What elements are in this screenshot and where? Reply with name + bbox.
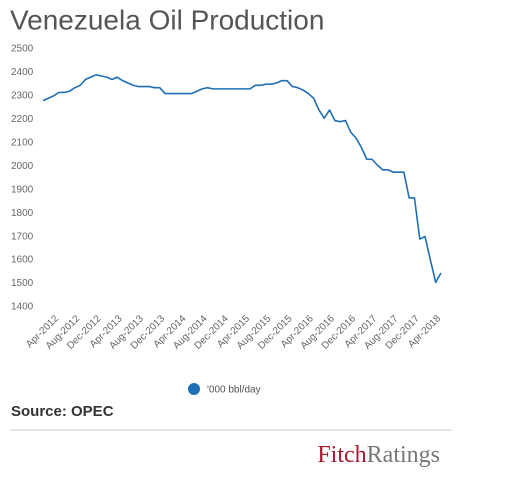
y-tick-label: 2000: [11, 161, 34, 172]
chart-title: Venezuela Oil Production: [10, 4, 324, 35]
legend-label: '000 bbl/day: [207, 385, 261, 396]
y-tick-label: 2400: [11, 67, 34, 78]
y-tick-label: 2100: [11, 137, 34, 148]
line: [42, 74, 442, 284]
legend-marker: [188, 383, 200, 395]
y-tick-label: 1700: [11, 231, 34, 242]
y-tick-label: 2200: [11, 114, 34, 125]
y-tick-label: 1400: [11, 302, 34, 313]
y-tick-label: 1800: [11, 208, 34, 219]
y-tick-label: 1600: [11, 255, 34, 266]
source: Source: OPEC: [11, 403, 114, 420]
y-tick-label: 1900: [11, 184, 34, 195]
y-tick-label: 1500: [11, 278, 34, 289]
y-tick-label: 2500: [11, 44, 34, 55]
logo-part: Fitch: [317, 442, 366, 468]
logo-part: Ratings: [367, 442, 440, 468]
y-tick-label: 2300: [11, 91, 34, 102]
logo: FitchRatings: [317, 442, 440, 468]
